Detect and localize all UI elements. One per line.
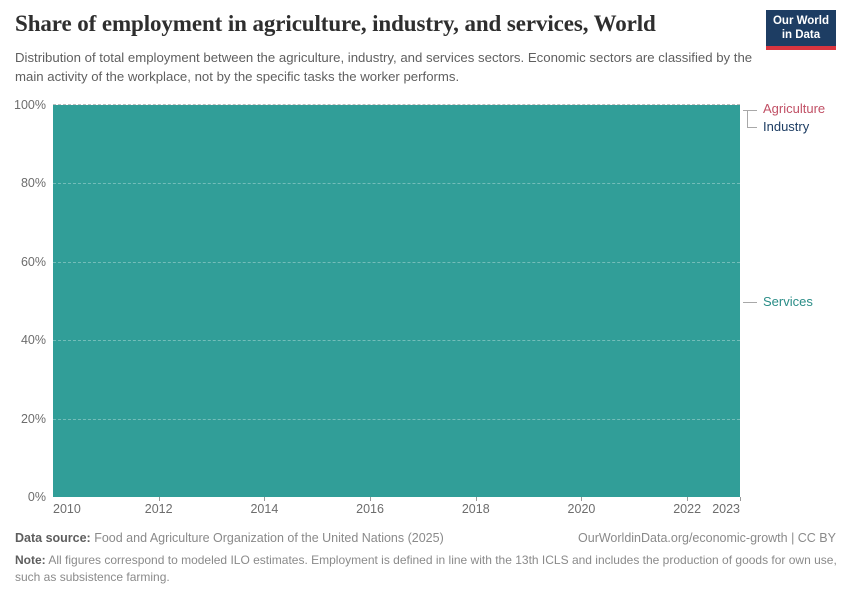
y-axis-label: 0%: [27, 490, 46, 504]
data-source: Data source: Food and Agriculture Organi…: [15, 530, 444, 547]
x-axis-label: 2012: [144, 502, 173, 516]
footer-note: Note: All figures correspond to modeled …: [15, 552, 840, 586]
gridline: [53, 418, 740, 420]
data-source-label: Data source:: [15, 531, 91, 545]
gridline: [53, 261, 740, 263]
x-tick-mark: [740, 497, 741, 501]
x-axis-label: 2022: [673, 502, 702, 516]
owid-logo-line2: in Data: [781, 28, 821, 41]
x-tick-mark: [581, 497, 583, 501]
gridline: [53, 340, 740, 342]
connector-line-agriculture: [743, 110, 757, 111]
x-tick-mark: [475, 497, 477, 501]
connector-line-bracket: [747, 110, 748, 127]
x-axis-label: 2018: [461, 502, 490, 516]
x-tick-mark: [264, 497, 266, 501]
x-axis-label: 2014: [250, 502, 279, 516]
license-link[interactable]: OurWorldinData.org/economic-growth | CC …: [578, 531, 836, 545]
connector-line-services: [743, 302, 757, 303]
x-axis-label: 2010: [53, 502, 81, 516]
x-axis-label: 2023: [712, 502, 740, 516]
gridline: [53, 183, 740, 185]
y-axis-label: 100%: [14, 98, 46, 112]
y-axis-label: 40%: [20, 333, 46, 348]
y-axis-label: 60%: [20, 254, 46, 269]
footer-note-label: Note:: [15, 553, 46, 567]
series-label-industry[interactable]: Industry: [763, 118, 810, 134]
connector-line-industry: [747, 127, 757, 128]
x-tick-mark: [370, 497, 372, 501]
series-label-agriculture[interactable]: Agriculture: [763, 100, 826, 116]
owid-logo[interactable]: Our World in Data: [765, 10, 836, 50]
footer-note-text: All figures correspond to modeled ILO es…: [15, 553, 837, 584]
services-area-fill: [53, 105, 740, 497]
chart-title: Share of employment in agriculture, indu…: [15, 11, 656, 36]
owid-logo-line1: Our World: [772, 15, 829, 27]
x-tick-mark: [687, 497, 689, 501]
chart-subtitle: Distribution of total employment between…: [15, 50, 753, 84]
footer-source-row: Data source: Food and Agriculture Organi…: [15, 530, 836, 547]
x-tick-mark: [158, 497, 160, 501]
gridline-100pct: [53, 104, 740, 105]
data-source-text: Food and Agriculture Organization of the…: [94, 531, 444, 545]
x-axis-label: 2016: [356, 502, 384, 516]
x-axis-label: 2020: [567, 502, 596, 516]
y-axis-label: 20%: [20, 411, 46, 426]
plot-area[interactable]: [53, 104, 740, 497]
series-label-services[interactable]: Services: [763, 294, 813, 310]
y-axis-label: 80%: [20, 176, 46, 191]
